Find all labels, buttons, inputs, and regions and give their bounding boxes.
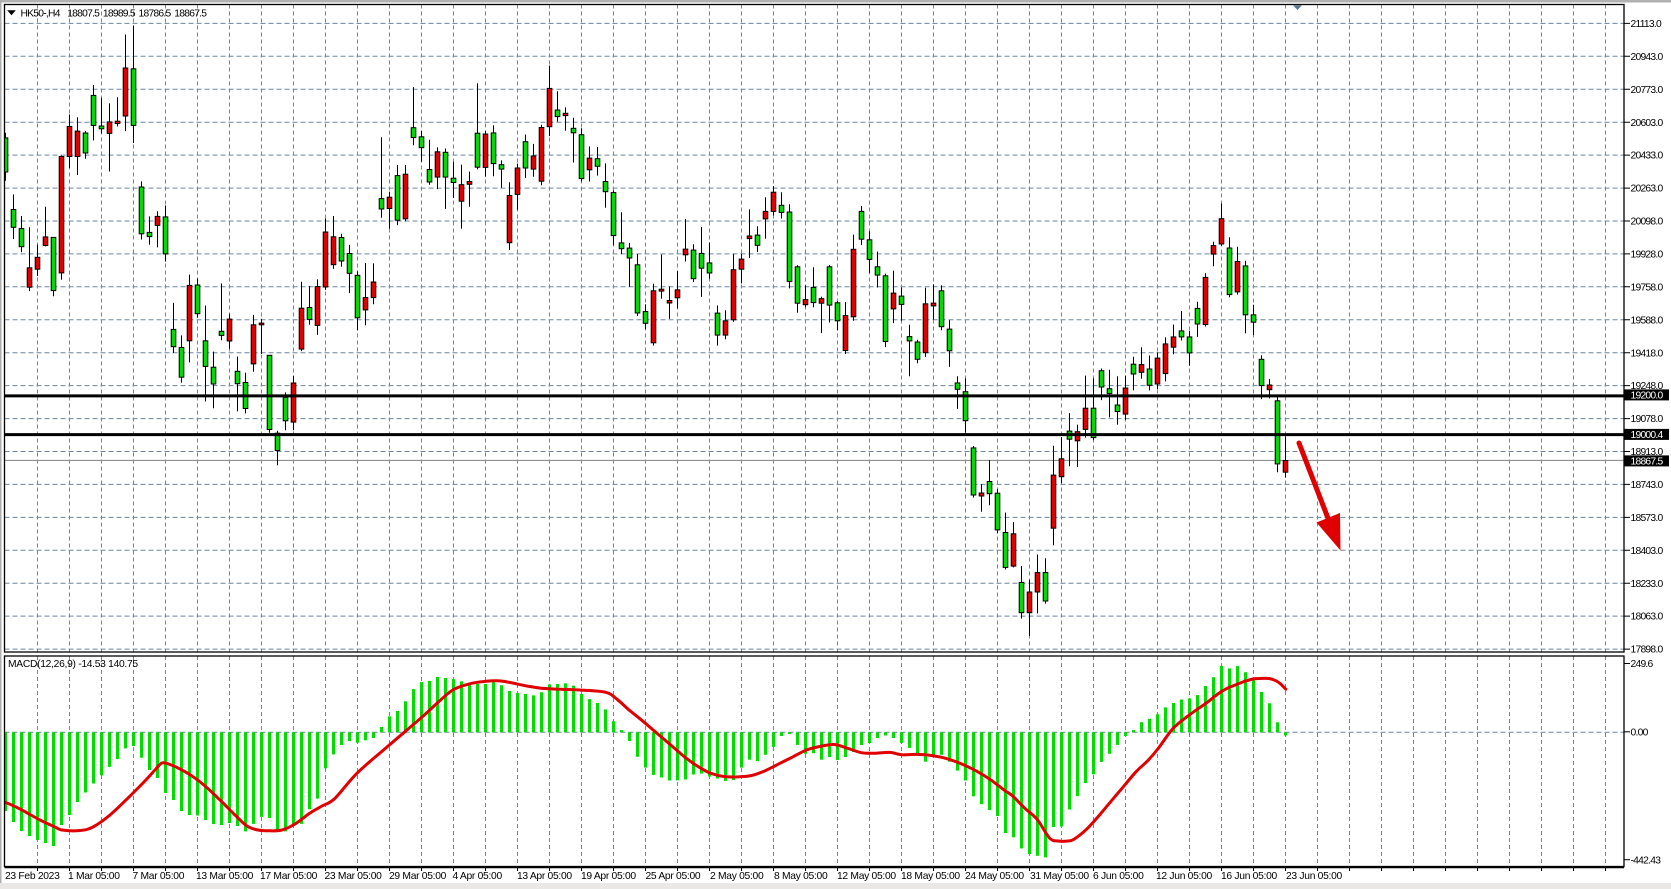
svg-text:18573.0: 18573.0 <box>1631 513 1664 524</box>
svg-text:18913.0: 18913.0 <box>1631 447 1664 458</box>
svg-text:20098.0: 20098.0 <box>1631 217 1664 228</box>
svg-text:20433.0: 20433.0 <box>1631 151 1664 162</box>
svg-text:18786.5: 18786.5 <box>139 8 172 19</box>
svg-text:31 May 05:00: 31 May 05:00 <box>1030 871 1089 882</box>
svg-text:17 Mar 05:00: 17 Mar 05:00 <box>260 871 318 882</box>
svg-text:19758.0: 19758.0 <box>1631 282 1664 293</box>
svg-text:19588.0: 19588.0 <box>1631 315 1664 326</box>
svg-text:4 Apr 05:00: 4 Apr 05:00 <box>453 871 503 882</box>
svg-text:18233.0: 18233.0 <box>1631 579 1664 590</box>
svg-text:18867.5: 18867.5 <box>174 8 207 19</box>
svg-text:19200.0: 19200.0 <box>1631 391 1664 402</box>
svg-text:20263.0: 20263.0 <box>1631 184 1664 195</box>
svg-text:16 Jun 05:00: 16 Jun 05:00 <box>1221 871 1278 882</box>
svg-text:29 Mar 05:00: 29 Mar 05:00 <box>389 871 447 882</box>
svg-text:25 Apr 05:00: 25 Apr 05:00 <box>646 871 701 882</box>
svg-text:18403.0: 18403.0 <box>1631 546 1664 557</box>
svg-text:8 May 05:00: 8 May 05:00 <box>774 871 828 882</box>
svg-text:20773.0: 20773.0 <box>1631 85 1664 96</box>
svg-text:18743.0: 18743.0 <box>1631 480 1664 491</box>
svg-text:20603.0: 20603.0 <box>1631 118 1664 129</box>
svg-text:19928.0: 19928.0 <box>1631 250 1664 261</box>
svg-text:1 Mar 05:00: 1 Mar 05:00 <box>68 871 120 882</box>
svg-text:19248.0: 19248.0 <box>1631 381 1664 392</box>
svg-text:6 Jun 05:00: 6 Jun 05:00 <box>1093 871 1144 882</box>
svg-text:18 May 05:00: 18 May 05:00 <box>901 871 960 882</box>
svg-text:19 Apr 05:00: 19 Apr 05:00 <box>581 871 636 882</box>
svg-text:18867.5: 18867.5 <box>1631 457 1664 468</box>
svg-text:7 Mar 05:00: 7 Mar 05:00 <box>133 871 185 882</box>
svg-text:19078.0: 19078.0 <box>1631 414 1664 425</box>
svg-text:MACD(12,26,9) -14.53 140.75: MACD(12,26,9) -14.53 140.75 <box>8 659 138 670</box>
svg-text:-442.43: -442.43 <box>1631 855 1662 866</box>
svg-text:23 Jun 05:00: 23 Jun 05:00 <box>1286 871 1343 882</box>
svg-text:12 Jun 05:00: 12 Jun 05:00 <box>1156 871 1213 882</box>
svg-text:23 Feb 2023: 23 Feb 2023 <box>5 871 60 882</box>
svg-text:HK50-,H4: HK50-,H4 <box>21 8 61 19</box>
svg-text:19418.0: 19418.0 <box>1631 348 1664 359</box>
svg-text:18807.5: 18807.5 <box>67 8 100 19</box>
svg-text:17898.0: 17898.0 <box>1631 645 1664 656</box>
svg-text:19000.4: 19000.4 <box>1631 430 1664 441</box>
svg-text:20943.0: 20943.0 <box>1631 52 1664 63</box>
svg-text:12 May 05:00: 12 May 05:00 <box>837 871 896 882</box>
svg-text:13 Mar 05:00: 13 Mar 05:00 <box>196 871 254 882</box>
svg-text:0.00: 0.00 <box>1631 727 1649 738</box>
svg-text:18063.0: 18063.0 <box>1631 612 1664 623</box>
svg-text:2 May 05:00: 2 May 05:00 <box>710 871 764 882</box>
svg-text:24 May 05:00: 24 May 05:00 <box>965 871 1024 882</box>
svg-text:249.6: 249.6 <box>1631 659 1654 670</box>
svg-text:13 Apr 05:00: 13 Apr 05:00 <box>517 871 572 882</box>
svg-text:23 Mar 05:00: 23 Mar 05:00 <box>325 871 383 882</box>
svg-text:21113.0: 21113.0 <box>1631 19 1662 30</box>
svg-text:18989.5: 18989.5 <box>103 8 136 19</box>
